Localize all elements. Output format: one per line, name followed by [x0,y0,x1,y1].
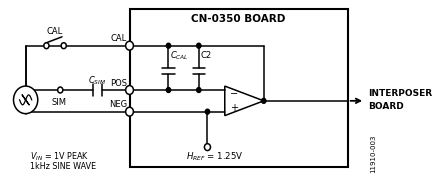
Text: $V_{IN}$ = 1V PEAK: $V_{IN}$ = 1V PEAK [30,151,89,163]
Circle shape [196,88,201,92]
Text: CN-0350 BOARD: CN-0350 BOARD [191,14,285,24]
Circle shape [125,41,133,50]
Text: INTERPOSER: INTERPOSER [368,89,432,98]
Circle shape [204,144,210,151]
Text: $C_{SIM}$: $C_{SIM}$ [88,75,106,87]
Text: C2: C2 [200,51,211,60]
Text: $C_{CAL}$: $C_{CAL}$ [170,49,189,62]
Circle shape [166,43,170,48]
Circle shape [58,87,63,93]
Circle shape [125,107,133,116]
Text: CAL: CAL [47,27,63,36]
Text: 1kHz SINE WAVE: 1kHz SINE WAVE [30,162,96,171]
Circle shape [261,98,265,103]
Circle shape [44,43,49,49]
Text: $H_{REF}$ = 1.25V: $H_{REF}$ = 1.25V [185,151,243,163]
Text: NEG: NEG [108,100,127,109]
Circle shape [125,86,133,94]
Text: CAL: CAL [110,34,127,43]
Text: −: − [230,89,237,99]
FancyBboxPatch shape [129,9,347,167]
Text: POS: POS [110,79,127,88]
Text: 11910-003: 11910-003 [370,135,376,173]
Circle shape [61,43,66,49]
Text: SIM: SIM [51,98,66,107]
Circle shape [196,43,201,48]
Text: +: + [230,103,237,113]
Text: BOARD: BOARD [368,102,403,111]
Circle shape [13,86,38,114]
Circle shape [166,88,170,92]
Circle shape [205,109,209,114]
